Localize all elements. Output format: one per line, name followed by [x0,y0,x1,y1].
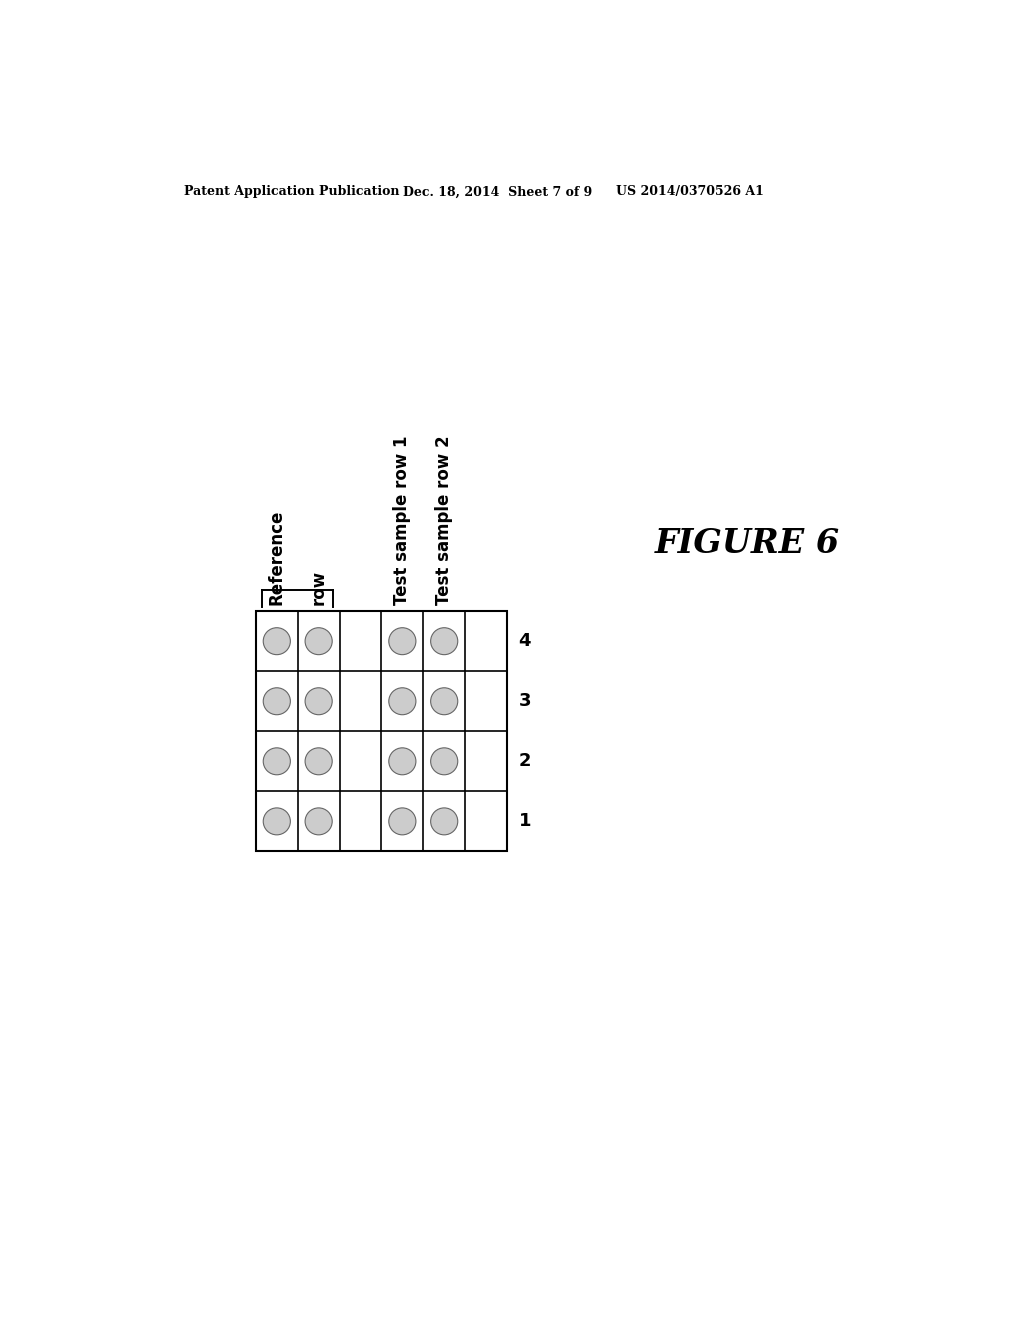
Circle shape [431,808,458,834]
Text: 4: 4 [518,632,531,651]
Circle shape [263,808,291,834]
Circle shape [389,748,416,775]
Circle shape [431,748,458,775]
Text: FIGURE 6: FIGURE 6 [655,527,840,560]
Text: 1: 1 [518,812,531,830]
Text: Reference: Reference [268,510,286,605]
Circle shape [305,808,332,834]
Circle shape [431,628,458,655]
Circle shape [305,748,332,775]
Bar [256,611,507,851]
Circle shape [389,628,416,655]
Text: Test sample row 1: Test sample row 1 [393,436,412,605]
Circle shape [305,688,332,714]
Text: 2: 2 [518,752,531,771]
Circle shape [305,628,332,655]
Circle shape [263,688,291,714]
Circle shape [389,688,416,714]
Circle shape [431,688,458,714]
Circle shape [389,808,416,834]
Text: 3: 3 [518,692,531,710]
Circle shape [263,748,291,775]
Text: Test sample row 2: Test sample row 2 [435,436,454,605]
Circle shape [263,628,291,655]
Text: Dec. 18, 2014  Sheet 7 of 9: Dec. 18, 2014 Sheet 7 of 9 [403,185,592,198]
Text: Patent Application Publication: Patent Application Publication [183,185,399,198]
Text: US 2014/0370526 A1: US 2014/0370526 A1 [616,185,764,198]
Text: row: row [309,570,328,605]
